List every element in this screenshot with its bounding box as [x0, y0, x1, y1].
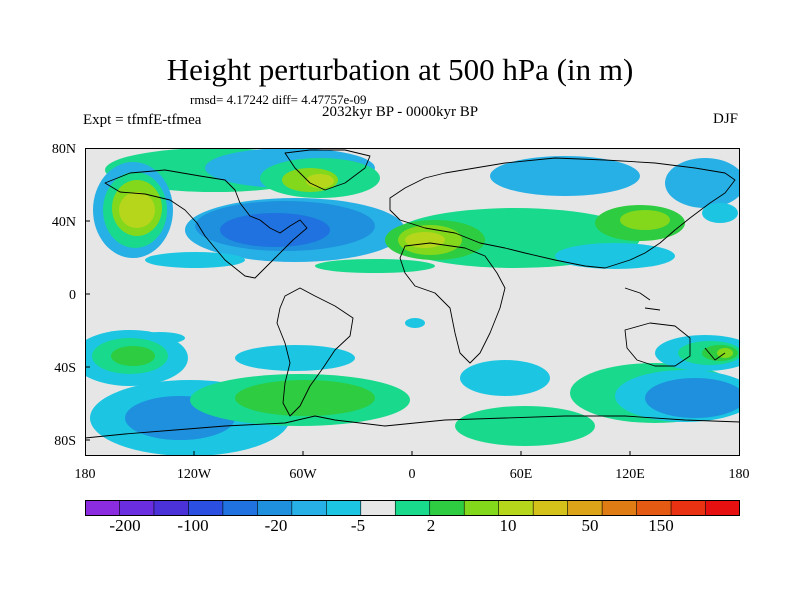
colorbar-swatch	[257, 500, 293, 516]
colorbar-label-2: 2	[426, 516, 436, 535]
contour-fields-north	[93, 148, 740, 273]
coastline-africa	[399, 242, 506, 364]
y-label-80n: 80N	[51, 142, 76, 157]
coastline-north-america	[104, 169, 308, 279]
coastline-antarctica	[85, 415, 740, 439]
map-frame	[85, 148, 740, 456]
x-label-180e: 180	[728, 467, 750, 482]
y-label-40n: 40N	[51, 215, 76, 230]
colorbar-swatch	[532, 500, 569, 516]
colorbar-swatch	[636, 500, 672, 516]
colorbar-swatch	[85, 500, 121, 516]
colorbar-swatch	[498, 500, 534, 516]
coastline-australia	[624, 322, 691, 367]
colorbar-swatch	[326, 500, 362, 516]
y-label-0: 0	[69, 288, 76, 303]
x-label-60e: 60E	[509, 467, 533, 482]
colorbar-label-minus200: -200	[109, 516, 141, 535]
x-label-120w: 120W	[176, 467, 212, 482]
colorbar-swatch	[119, 500, 155, 516]
colorbar-swatch	[394, 500, 431, 516]
colorbar	[85, 500, 740, 516]
colorbar-frame	[85, 500, 740, 516]
contour-fields-south	[85, 318, 740, 456]
coastline-maritime	[624, 287, 726, 361]
colorbar-swatch	[670, 500, 707, 516]
colorbar-swatch	[705, 500, 740, 516]
colorbar-swatch	[601, 500, 638, 516]
x-label-120e: 120E	[615, 467, 645, 482]
x-label-60w: 60W	[289, 467, 317, 482]
colorbar-label-minus5: -5	[350, 516, 366, 535]
colorbar-label-minus20: -20	[264, 516, 288, 535]
period-text: 2032kyr BP - 0000kyr BP	[322, 104, 479, 120]
colorbar-swatch	[188, 500, 224, 516]
coastline-eurasia	[389, 157, 736, 269]
colorbar-swatch	[567, 500, 603, 516]
colorbar-swatch	[429, 500, 466, 516]
colorbar-swatch	[222, 500, 259, 516]
colorbar-swatch	[153, 500, 190, 516]
experiment-label: Expt = tfmfE-tfmea	[83, 112, 202, 128]
x-label-180w: 180	[74, 467, 96, 482]
colorbar-swatch	[360, 500, 397, 516]
colorbar-label-10: 10	[499, 516, 517, 535]
colorbar-swatches	[85, 500, 740, 516]
colorbar-swatch	[463, 500, 500, 516]
colorbar-label-minus100: -100	[177, 516, 209, 535]
stats-text: rmsd= 4.17242 diff= 4.47757e-09	[190, 92, 367, 107]
y-label-80s: 80S	[54, 434, 76, 449]
colorbar-swatch	[291, 500, 328, 516]
chart-title: Height perturbation at 500 hPa (in m)	[166, 52, 634, 87]
y-label-40s: 40S	[54, 361, 76, 376]
colorbar-label-150: 150	[648, 516, 674, 535]
coastlines	[85, 149, 740, 439]
x-label-0: 0	[408, 467, 416, 482]
coastline-greenland	[284, 149, 371, 191]
colorbar-label-50: 50	[581, 516, 599, 535]
height-perturbation-map	[85, 148, 740, 456]
coastline-south-america	[276, 287, 354, 417]
season-label: DJF	[713, 111, 739, 127]
